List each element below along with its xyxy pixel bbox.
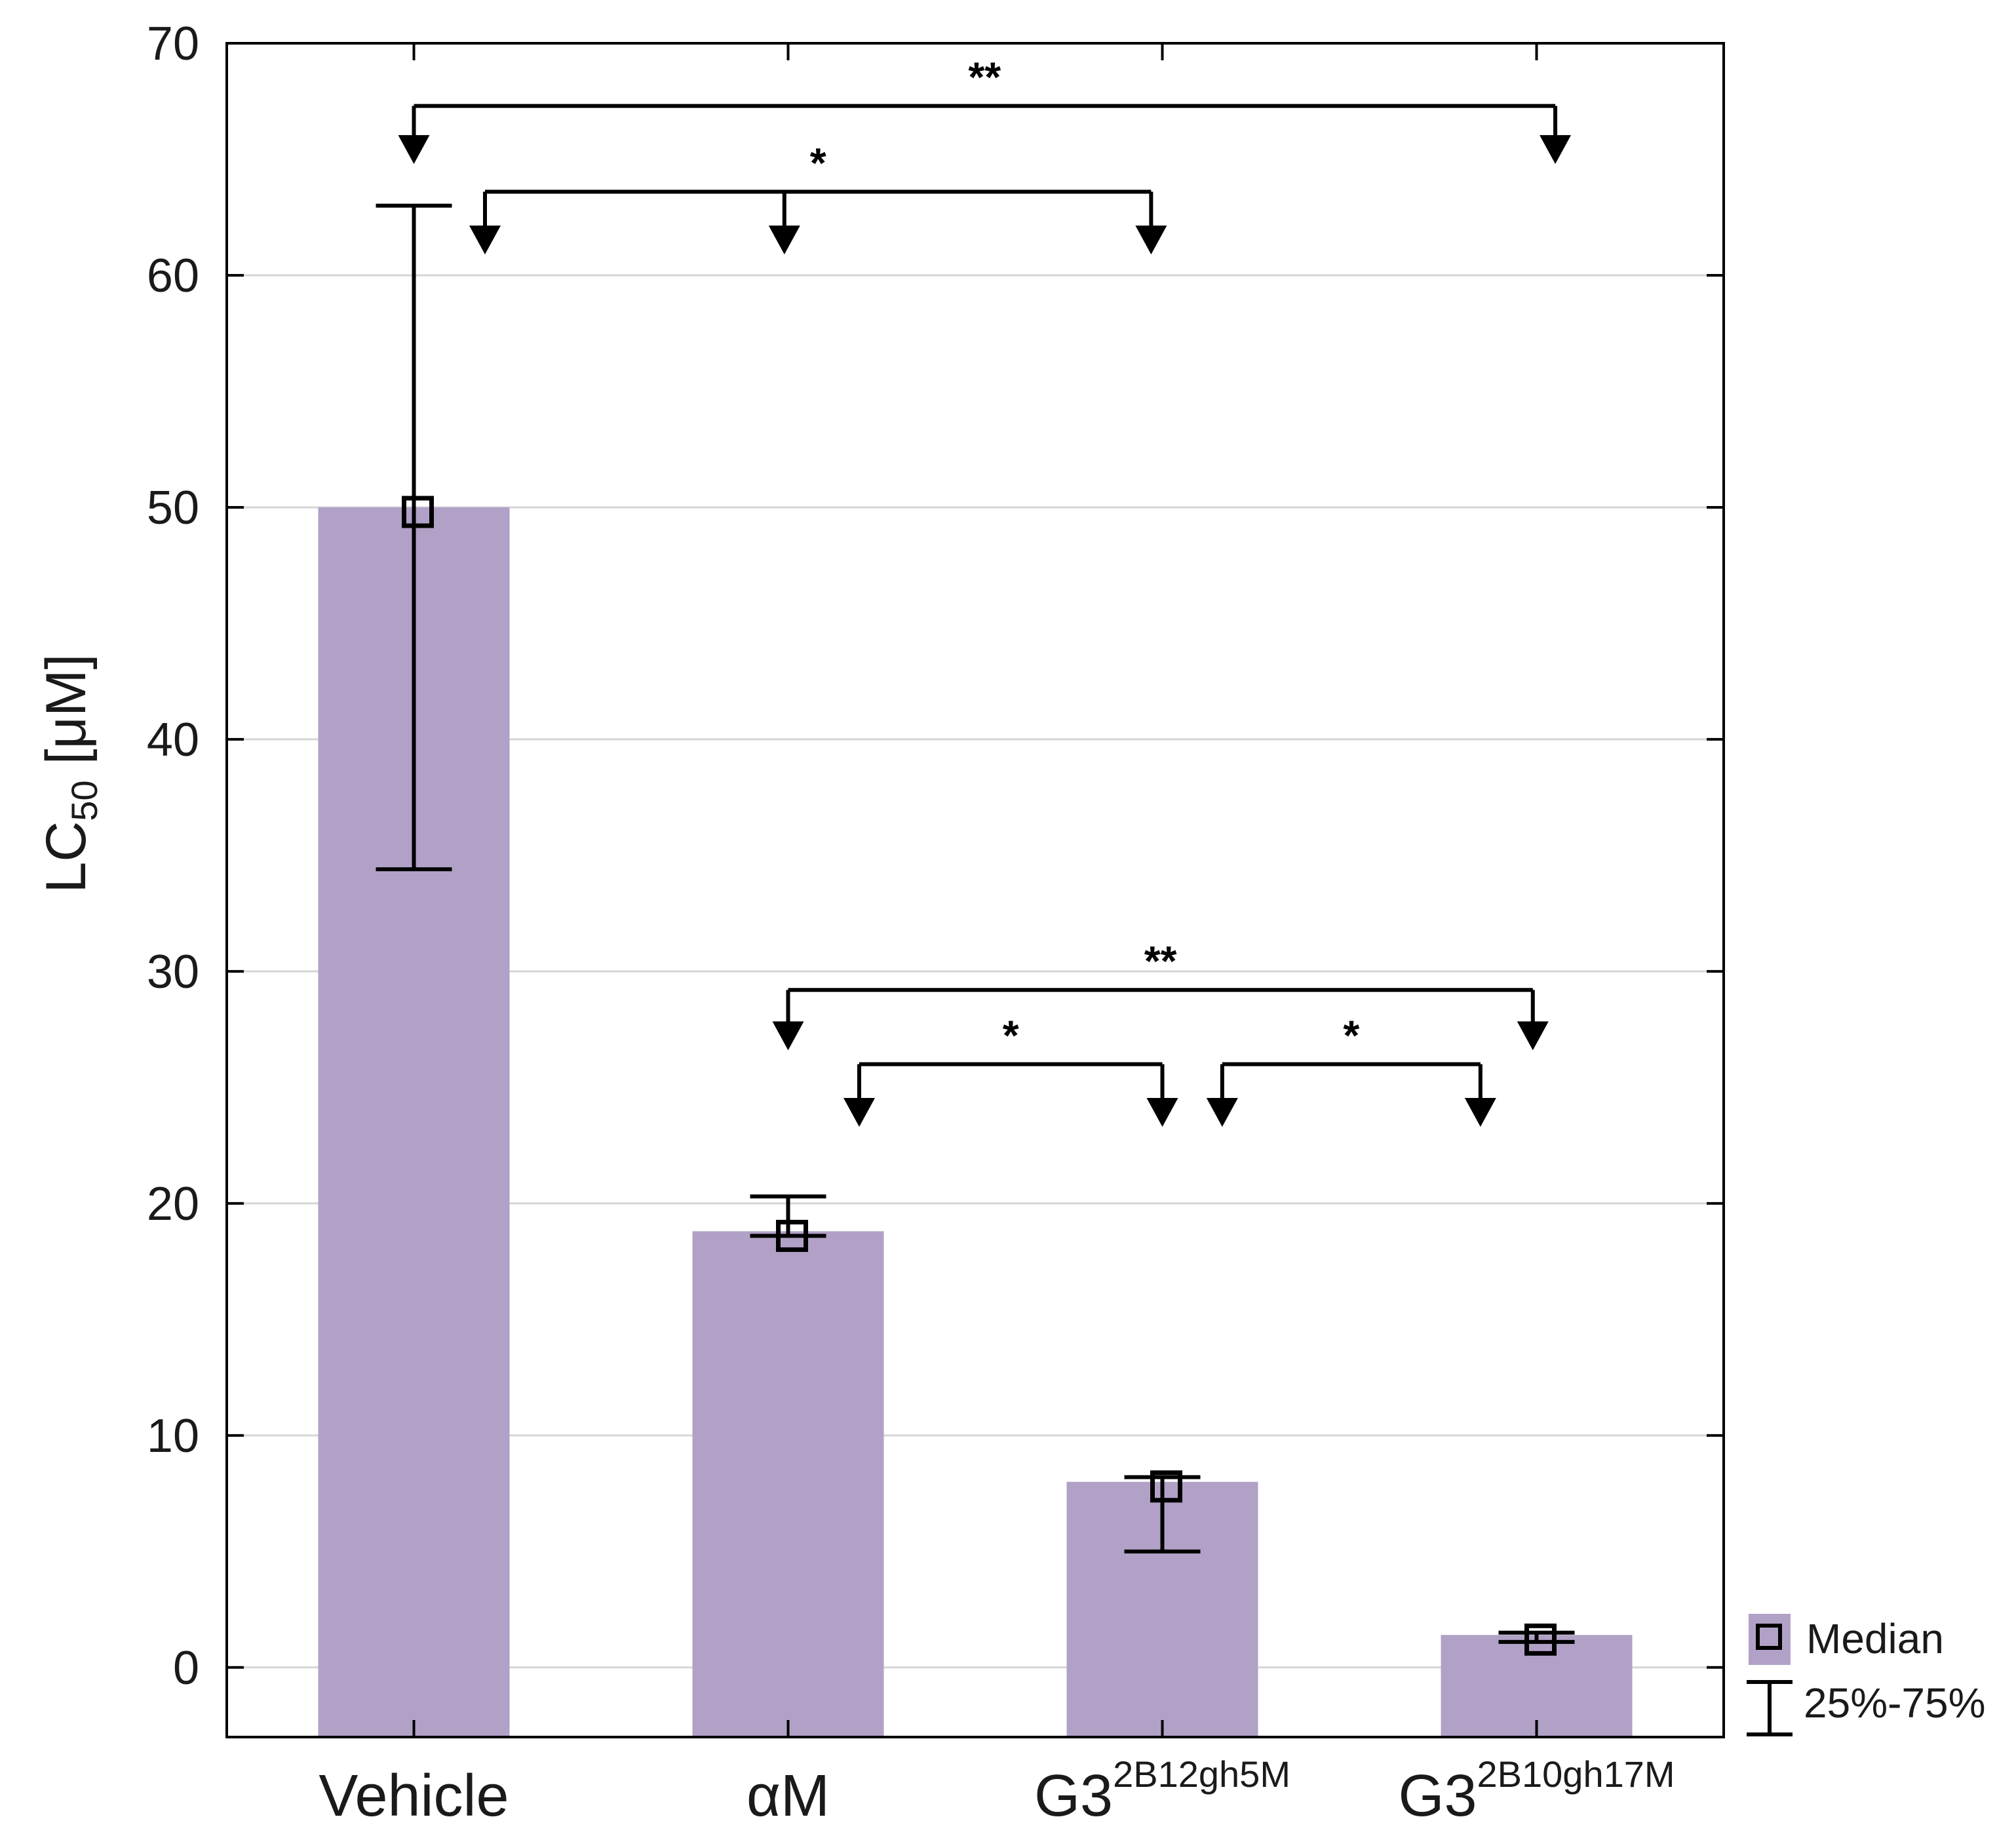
bracket-arrow-icon: [1540, 135, 1572, 165]
x-category-label: G32B12gh5M: [1034, 1753, 1290, 1829]
bracket-arrow-icon: [768, 225, 800, 255]
y-axis-title-main: LC: [35, 821, 98, 893]
legend-median-square-icon: [1756, 1624, 1782, 1650]
bracket-arrow-icon: [398, 135, 430, 165]
significance-label: **: [968, 54, 1001, 101]
median-marker: [402, 496, 434, 528]
x-category-label-superscript: 2B12gh5M: [1113, 1753, 1290, 1795]
legend-iqr-label: 25%-75%: [1804, 1679, 1986, 1727]
median-marker: [1524, 1623, 1557, 1656]
y-tick-label: 10: [147, 1410, 199, 1462]
x-category-label-base: Vehicle: [319, 1763, 509, 1829]
legend: Median 25%-75%: [1747, 1614, 1986, 1736]
x-category-label-superscript: 2B10gh17M: [1477, 1753, 1675, 1795]
significance-label: *: [810, 140, 826, 187]
x-category-label: Vehicle: [319, 1763, 509, 1829]
x-category-label-base: G3: [1398, 1763, 1477, 1829]
legend-median-label: Median: [1806, 1615, 1944, 1662]
y-tick-label: 40: [147, 714, 199, 766]
significance-bracket: *: [843, 1011, 1178, 1127]
bracket-arrow-icon: [1146, 1098, 1178, 1127]
x-category-label-base: αM: [746, 1763, 830, 1829]
significance-bracket: **: [398, 54, 1572, 165]
significance-bracket: *: [1206, 1011, 1496, 1127]
bracket-arrow-icon: [1135, 225, 1167, 255]
y-axis-ticks: 0 10 20 30 40 50 60 70: [147, 18, 1724, 1694]
bracket-arrow-icon: [1206, 1098, 1238, 1127]
x-category-label: G32B10gh17M: [1398, 1753, 1675, 1829]
x-category-label-base: G3: [1034, 1763, 1113, 1829]
y-tick-label: 60: [147, 250, 199, 302]
bracket-arrow-icon: [843, 1098, 875, 1127]
bracket-arrow-icon: [1464, 1098, 1496, 1127]
significance-bracket: *: [469, 140, 1167, 255]
error-bars: [376, 203, 1575, 1644]
median-marker: [776, 1219, 808, 1252]
x-axis-ticks: Vehicle αM G32B12gh5M G32B10gh17M: [319, 43, 1675, 1829]
y-tick-label: 30: [147, 946, 199, 998]
bracket-arrow-icon: [1517, 1021, 1549, 1051]
y-tick-label: 0: [173, 1642, 199, 1694]
median-marker: [1150, 1470, 1182, 1503]
bracket-arrow-icon: [469, 225, 501, 255]
significance-bracket: **: [772, 937, 1549, 1051]
y-tick-label: 70: [147, 18, 199, 70]
y-tick-label: 20: [147, 1178, 199, 1230]
plot-frame: [225, 42, 1725, 1738]
bar: [692, 1231, 884, 1737]
significance-label: *: [1003, 1011, 1019, 1059]
significance-label: *: [1343, 1011, 1359, 1059]
y-axis-title: LC50 [μM]: [35, 654, 105, 893]
legend-median-swatch: [1749, 1614, 1791, 1665]
bracket-arrow-icon: [772, 1021, 804, 1051]
x-category-label: αM: [746, 1763, 830, 1829]
significance-label: **: [1144, 937, 1177, 985]
significance-brackets: ****** *: [398, 54, 1572, 1127]
y-tick-label: 50: [147, 482, 199, 534]
y-axis-title-unit: [μM]: [35, 654, 98, 780]
median-markers: [402, 496, 1557, 1656]
y-axis-title-subscript: 50: [64, 780, 105, 821]
